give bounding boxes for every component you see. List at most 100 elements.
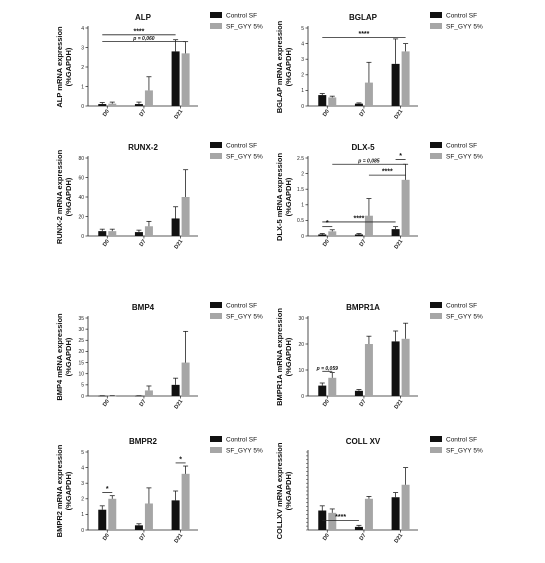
y-axis-label-line: BMPR1A mRNA expression <box>275 308 284 406</box>
bar-treated <box>181 53 190 106</box>
bar-control <box>354 234 363 236</box>
y-tick-label: 10 <box>298 368 304 374</box>
bar-treated <box>401 51 410 106</box>
y-axis-label: RUNX-2 mRNA expression(%GAPDH) <box>55 149 73 244</box>
y-axis-label-line: (%GAPDH) <box>64 177 73 216</box>
bar-treated <box>364 344 373 396</box>
y-axis-label-line: BMPR2 mRNA expression <box>55 444 64 537</box>
x-tick-label: D21 <box>174 109 185 121</box>
legend-label-control: Control SF <box>226 303 257 310</box>
x-tick-label: D0 <box>102 533 111 542</box>
bar-control <box>354 526 363 530</box>
bar-control <box>318 234 327 236</box>
legend-swatch-control <box>430 302 442 308</box>
y-tick-label: 4 <box>301 41 304 47</box>
y-axis-label: BMPR1A mRNA expression(%GAPDH) <box>275 308 293 406</box>
legend-label-treated: SF_GYY 5% <box>226 314 263 321</box>
y-tick-label: 1 <box>81 84 84 90</box>
y-axis-label: ALP mRNA expression(%GAPDH) <box>55 26 73 108</box>
y-tick-label: 2 <box>81 65 84 71</box>
x-tick-label: D0 <box>322 239 331 248</box>
significance-label: **** <box>133 28 144 35</box>
bar-treated <box>108 103 117 106</box>
y-axis-label: BMP4 mRNA expression(%GAPDH) <box>55 313 73 401</box>
x-tick-label: D21 <box>394 109 405 121</box>
bar-control <box>171 500 180 530</box>
y-tick-label: 30 <box>78 327 84 333</box>
y-tick-label: 0 <box>301 234 304 240</box>
chart-title: BGLAP <box>349 13 378 22</box>
bar-treated <box>181 362 190 396</box>
chart-title: ALP <box>135 13 152 22</box>
chart-title: BMPR2 <box>129 437 158 446</box>
bar-treated <box>328 97 337 106</box>
significance-label: **** <box>358 31 369 38</box>
legend-swatch-treated <box>430 23 442 29</box>
chart-dlx-5: DLX-5 DLX-5 mRNA expression(%GAPDH) 0 0.5 1 1… <box>275 142 483 250</box>
bar-control <box>98 509 107 530</box>
y-tick-label: 60 <box>78 175 84 181</box>
y-tick-label: 4 <box>81 465 84 471</box>
bar-treated <box>144 390 153 396</box>
y-tick-label: 20 <box>298 342 304 348</box>
chart-title: BMPR1A <box>346 303 380 312</box>
y-axis-label-line: (%GAPDH) <box>64 47 73 86</box>
x-tick-label: D0 <box>102 109 111 118</box>
legend-label-treated: SF_GYY 5% <box>446 24 483 31</box>
y-tick-label: 5 <box>81 450 84 456</box>
bar-treated <box>401 484 410 530</box>
bar-treated <box>144 503 153 530</box>
bar-treated <box>181 473 190 530</box>
y-tick-label: 80 <box>78 156 84 162</box>
legend-label-treated: SF_GYY 5% <box>226 448 263 455</box>
bar-treated <box>364 498 373 530</box>
bar-control <box>391 63 400 106</box>
chart-alp: ALP ALP mRNA expression(%GAPDH) 0 1 2 3 4 D0 D7 D… <box>55 12 263 120</box>
chart-runx-2: RUNX-2 RUNX-2 mRNA expression(%GAPDH) 0 20 4… <box>55 142 263 250</box>
legend-label-control: Control SF <box>446 13 477 20</box>
x-tick-label: D21 <box>394 239 405 251</box>
x-tick-label: D0 <box>102 239 111 248</box>
bar-treated <box>144 90 153 106</box>
chart-bmp4: BMP4 BMP4 mRNA expression(%GAPDH) 0 5 10 15 20… <box>55 302 263 410</box>
x-tick-label: D7 <box>139 399 148 408</box>
legend-label-treated: SF_GYY 5% <box>226 154 263 161</box>
significance-label: * <box>179 456 182 463</box>
y-axis-label: COLLXV mRNA expression(%GAPDH) <box>275 442 293 539</box>
bar-control <box>171 384 180 396</box>
bar-control <box>354 103 363 106</box>
x-tick-label: D7 <box>359 399 368 408</box>
x-tick-label: D0 <box>102 399 111 408</box>
legend-swatch-control <box>210 436 222 442</box>
chart-title: COLL XV <box>346 437 381 446</box>
significance-label: * <box>399 153 402 160</box>
y-tick-label: 25 <box>78 338 84 344</box>
y-tick-label: 4 <box>81 26 84 32</box>
significance-label: p = 0,059 <box>316 366 338 372</box>
y-tick-label: 1.5 <box>297 187 304 193</box>
bar-treated <box>364 215 373 236</box>
y-axis-label-line: (%GAPDH) <box>64 337 73 376</box>
x-tick-label: D21 <box>394 533 405 545</box>
y-axis-label: BMPR2 mRNA expression(%GAPDH) <box>55 444 73 537</box>
bar-control <box>318 95 327 106</box>
bar-treated <box>401 338 410 396</box>
legend-swatch-treated <box>210 153 222 159</box>
bar-treated <box>328 231 337 236</box>
bar-treated <box>401 179 410 236</box>
chart-title: BMP4 <box>132 303 155 312</box>
x-tick-label: D7 <box>359 533 368 542</box>
y-tick-label: 1 <box>301 203 304 209</box>
legend-swatch-treated <box>430 153 442 159</box>
y-tick-label: 5 <box>81 383 84 389</box>
bar-control <box>391 341 400 396</box>
y-tick-label: 35 <box>78 316 84 322</box>
y-tick-label: 0 <box>81 234 84 240</box>
bar-treated <box>364 82 373 106</box>
y-tick-label: 0.5 <box>297 218 304 224</box>
y-tick-label: 15 <box>78 360 84 366</box>
x-tick-label: D7 <box>139 533 148 542</box>
chart-bmpr1a: BMPR1A BMPR1A mRNA expression(%GAPDH) 0 10 2… <box>275 302 483 410</box>
bar-control <box>354 390 363 396</box>
